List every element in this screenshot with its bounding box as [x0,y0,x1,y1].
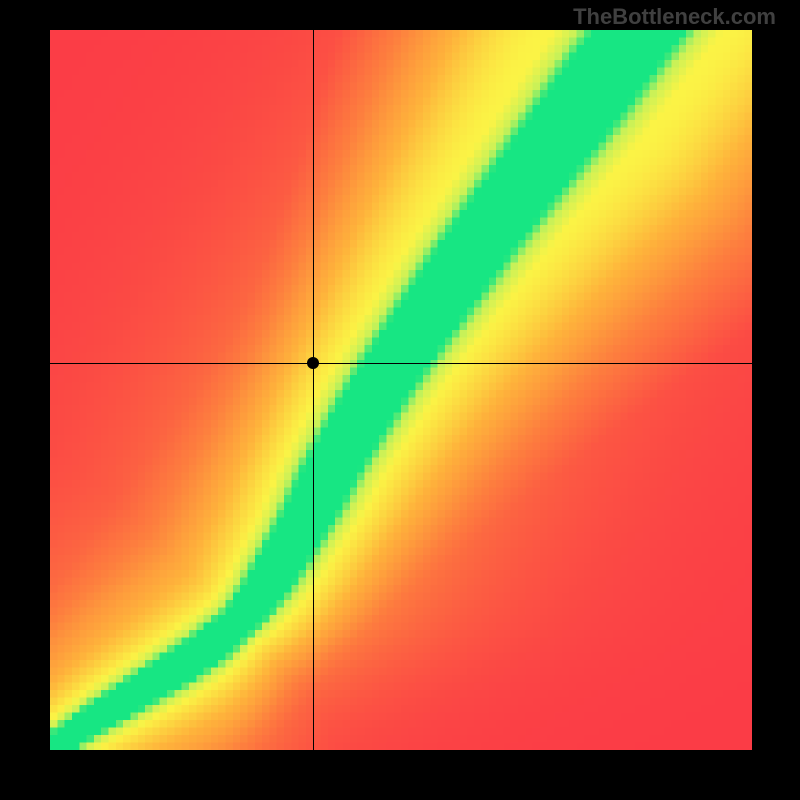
crosshair-horizontal [50,363,752,364]
watermark-text: TheBottleneck.com [573,4,776,30]
crosshair-marker [307,357,319,369]
heatmap-plot [50,30,752,750]
chart-container: TheBottleneck.com [0,0,800,800]
crosshair-vertical [313,30,314,750]
heatmap-canvas [50,30,752,750]
